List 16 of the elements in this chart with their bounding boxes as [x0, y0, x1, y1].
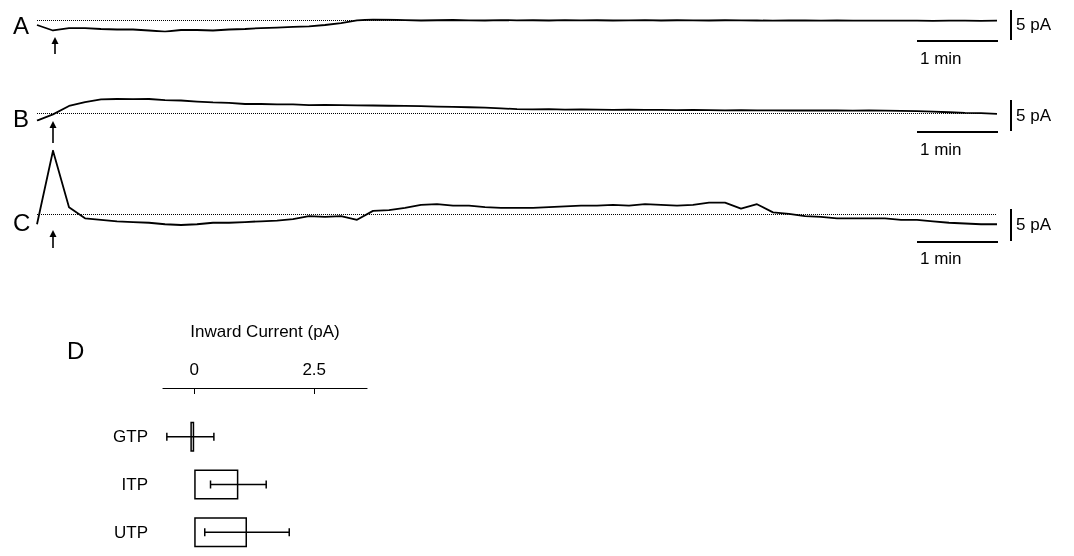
- x-tick-label: 0: [189, 360, 199, 379]
- x-axis-title: Inward Current (pA): [190, 322, 340, 341]
- text: 1 min: [920, 249, 962, 268]
- annotation: 1 min: [920, 140, 962, 159]
- y-tick-label: UTP: [114, 522, 148, 542]
- chart-title: D: [67, 336, 85, 364]
- text: 5 pA: [1016, 15, 1052, 34]
- x-tick-label: 2.5: [302, 360, 327, 379]
- text: C: [13, 208, 31, 236]
- y-tick-label: GTP: [113, 427, 148, 447]
- chart-title: B: [13, 104, 30, 132]
- y-tick-label: ITP: [121, 475, 148, 494]
- text: 5 pA: [1016, 106, 1052, 125]
- chart-title: A: [13, 11, 30, 39]
- text: 5 pA: [1016, 215, 1052, 234]
- text: 1 min: [920, 49, 962, 68]
